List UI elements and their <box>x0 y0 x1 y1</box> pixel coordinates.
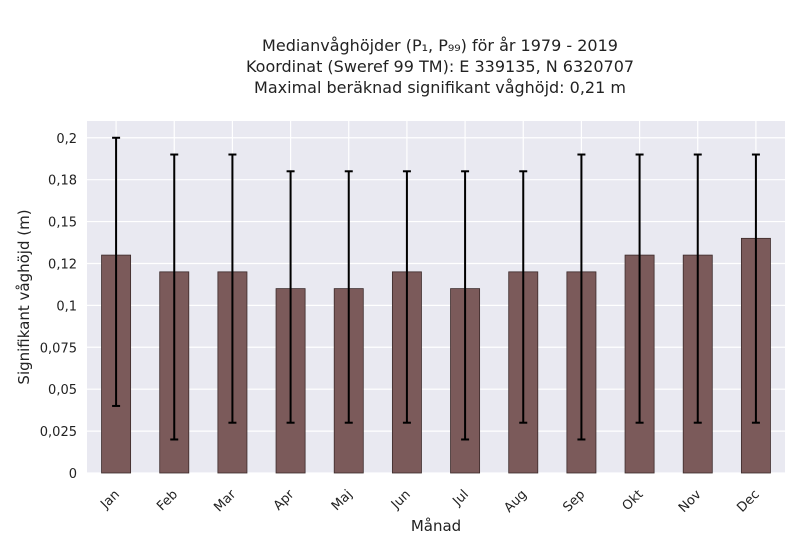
y-tick-label: 0,18 <box>48 174 77 189</box>
error-bar-jun <box>402 170 411 424</box>
x-axis-ticks: Jan Feb Mar Apr Maj Jun Jul Aug Sep Okt Nov Dec <box>97 487 762 516</box>
x-tick-label: Maj <box>329 487 356 514</box>
y-axis-label: Signifikant våghöjd (m) <box>15 209 33 384</box>
x-tick-label: Sep <box>560 487 588 515</box>
x-tick-label: Feb <box>154 487 181 514</box>
error-bar-jan <box>112 136 121 407</box>
x-tick-label: Okt <box>620 487 647 514</box>
x-tick-label: Jul <box>450 487 472 509</box>
y-tick-label: 0 <box>69 467 77 482</box>
error-bars <box>112 136 760 441</box>
error-bar-apr <box>286 170 295 424</box>
error-bar-feb <box>170 153 179 441</box>
error-bar-okt <box>635 153 644 424</box>
error-bar-jul <box>461 170 470 441</box>
error-bar-dec <box>751 153 760 424</box>
chart-title-line: Koordinat (Sweref 99 TM): E 339135, N 63… <box>246 57 634 76</box>
y-tick-label: 0,025 <box>40 425 77 440</box>
chart-title-line: Medianvåghöjder (P₁, P₉₉) för år 1979 - … <box>262 36 618 55</box>
x-tick-label: Mar <box>211 487 239 515</box>
x-tick-label: Dec <box>734 487 762 515</box>
x-tick-label: Jan <box>97 487 122 512</box>
chart-title: Medianvåghöjder (P₁, P₉₉) för år 1979 - … <box>246 36 634 97</box>
y-tick-label: 0,05 <box>48 383 77 398</box>
x-tick-label: Aug <box>502 487 531 516</box>
y-tick-label: 0,12 <box>48 257 77 272</box>
error-bar-maj <box>344 170 353 424</box>
x-axis-label: Månad <box>411 517 461 535</box>
y-tick-label: 0,1 <box>56 299 77 314</box>
x-tick-label: Nov <box>676 487 705 516</box>
y-tick-label: 0,15 <box>48 216 77 231</box>
y-tick-label: 0,2 <box>56 132 77 147</box>
error-bar-mar <box>228 153 237 424</box>
x-tick-label: Apr <box>271 487 298 514</box>
error-bar-nov <box>693 153 702 424</box>
chart-title-line: Maximal beräknad signifikant våghöjd: 0,… <box>254 78 626 97</box>
error-bar-sep <box>577 153 586 441</box>
error-bar-aug <box>519 170 528 424</box>
y-axis-ticks: 0 0,025 0,05 0,075 0,1 0,12 0,15 0,18 0,2 <box>40 132 77 482</box>
y-tick-label: 0,075 <box>40 341 77 356</box>
plot-area <box>87 121 785 473</box>
x-tick-label: Jun <box>388 487 414 513</box>
